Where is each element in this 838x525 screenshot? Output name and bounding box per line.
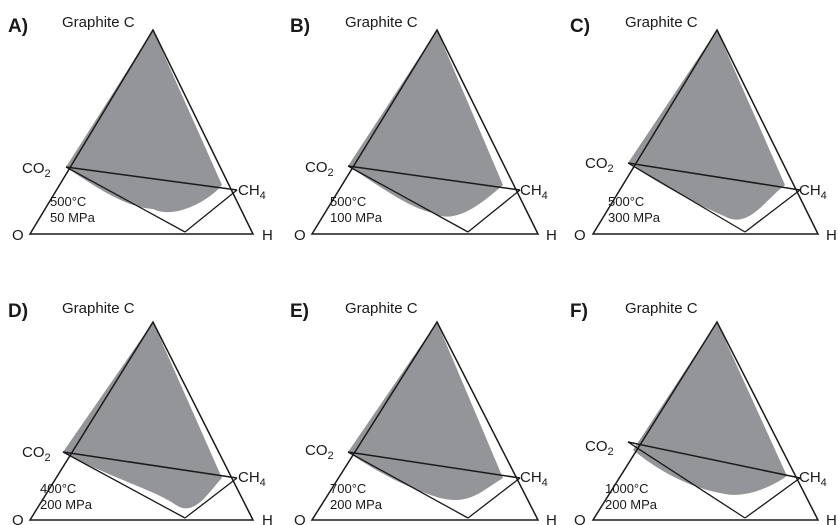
vertex-label-h: H xyxy=(546,227,557,244)
vertex-label-h: H xyxy=(546,512,557,525)
graphite-saturation-field xyxy=(628,30,785,220)
vertex-label-o: O xyxy=(12,227,24,244)
panel-a: A) Graphite C CO2 CH4 O H 500°C 50 MPa xyxy=(8,14,273,244)
panel-c: C) Graphite C CO2 CH4 O H 500°C 300 MPa xyxy=(570,14,837,244)
condition-temperature: 400°C xyxy=(40,481,76,496)
o-ch4-join xyxy=(467,189,521,233)
vertex-label-ch4: CH4 xyxy=(520,182,548,202)
co2-ch4-join xyxy=(627,441,801,479)
vertex-label-graphite: Graphite C xyxy=(62,14,135,31)
o-ch4-join xyxy=(184,189,238,233)
panel-e: E) Graphite C CO2 CH4 O H 700°C 200 MPa xyxy=(290,300,557,525)
co2-ch4-join xyxy=(62,451,238,479)
co2-h-join xyxy=(627,441,746,519)
vertex-label-o: O xyxy=(12,512,24,525)
panel-letter: A) xyxy=(8,16,28,37)
vertex-label-graphite: Graphite C xyxy=(62,300,135,317)
vertex-label-h: H xyxy=(826,512,837,525)
vertex-label-o: O xyxy=(294,227,306,244)
co2-h-join xyxy=(347,451,469,519)
triangle-outline xyxy=(310,320,540,521)
co2-h-join xyxy=(347,165,469,233)
triangle-outline xyxy=(310,28,540,235)
vertex-label-graphite: Graphite C xyxy=(345,300,418,317)
condition-pressure: 100 MPa xyxy=(330,210,383,225)
graphite-saturation-field xyxy=(633,322,787,495)
vertex-label-graphite: Graphite C xyxy=(625,300,698,317)
triangle-outline xyxy=(591,320,820,521)
vertex-label-co2: CO2 xyxy=(585,155,614,175)
vertex-label-co2: CO2 xyxy=(305,442,334,462)
triangle-outline xyxy=(28,320,255,521)
vertex-label-co2: CO2 xyxy=(305,159,334,179)
o-ch4-join xyxy=(467,477,521,519)
vertex-label-co2: CO2 xyxy=(22,444,51,464)
vertex-label-o: O xyxy=(294,512,306,525)
condition-pressure: 200 MPa xyxy=(330,497,383,512)
vertex-label-ch4: CH4 xyxy=(799,182,827,202)
panel-letter: D) xyxy=(8,301,28,322)
vertex-label-graphite: Graphite C xyxy=(345,14,418,31)
panel-letter: F) xyxy=(570,301,588,322)
panel-letter: C) xyxy=(570,16,590,37)
co2-ch4-join xyxy=(65,166,238,191)
condition-temperature: 500°C xyxy=(50,194,86,209)
triangle-outline xyxy=(591,28,820,235)
graphite-saturation-field xyxy=(348,30,503,217)
vertex-label-h: H xyxy=(262,227,273,244)
co2-h-join xyxy=(62,451,186,519)
graphite-saturation-field xyxy=(66,30,222,213)
vertex-label-co2: CO2 xyxy=(22,160,51,180)
co2-h-join xyxy=(65,166,186,233)
co2-h-join xyxy=(627,162,746,233)
condition-pressure: 200 MPa xyxy=(605,497,658,512)
vertex-label-h: H xyxy=(826,227,837,244)
vertex-label-ch4: CH4 xyxy=(799,469,827,489)
panel-d: D) Graphite C CO2 CH4 O H 400°C 200 MPa xyxy=(8,300,273,525)
vertex-label-ch4: CH4 xyxy=(520,469,548,489)
o-ch4-join xyxy=(744,477,801,519)
panel-letter: B) xyxy=(290,16,310,37)
panel-b: B) Graphite C CO2 CH4 O H 500°C 100 MPa xyxy=(290,14,557,244)
condition-temperature: 500°C xyxy=(330,194,366,209)
graphite-saturation-field xyxy=(348,322,503,500)
condition-temperature: 1000°C xyxy=(605,481,649,496)
triangle-outline xyxy=(28,28,255,235)
condition-pressure: 200 MPa xyxy=(40,497,93,512)
panel-letter: E) xyxy=(290,301,309,322)
condition-pressure: 50 MPa xyxy=(50,210,96,225)
o-ch4-join xyxy=(744,189,801,233)
vertex-label-graphite: Graphite C xyxy=(625,14,698,31)
co2-ch4-join xyxy=(347,451,521,479)
condition-pressure: 300 MPa xyxy=(608,210,661,225)
co2-ch4-join xyxy=(627,162,801,191)
co2-ch4-join xyxy=(347,165,521,191)
vertex-label-h: H xyxy=(262,512,273,525)
condition-temperature: 700°C xyxy=(330,481,366,496)
o-ch4-join xyxy=(184,477,238,519)
vertex-label-o: O xyxy=(574,512,586,525)
condition-temperature: 500°C xyxy=(608,194,644,209)
panel-f: F) Graphite C CO2 CH4 O H 1000°C 200 MPa xyxy=(570,300,837,525)
graphite-saturation-field xyxy=(63,322,222,509)
vertex-label-ch4: CH4 xyxy=(238,182,266,202)
vertex-label-ch4: CH4 xyxy=(238,469,266,489)
vertex-label-o: O xyxy=(574,227,586,244)
vertex-label-co2: CO2 xyxy=(585,438,614,458)
